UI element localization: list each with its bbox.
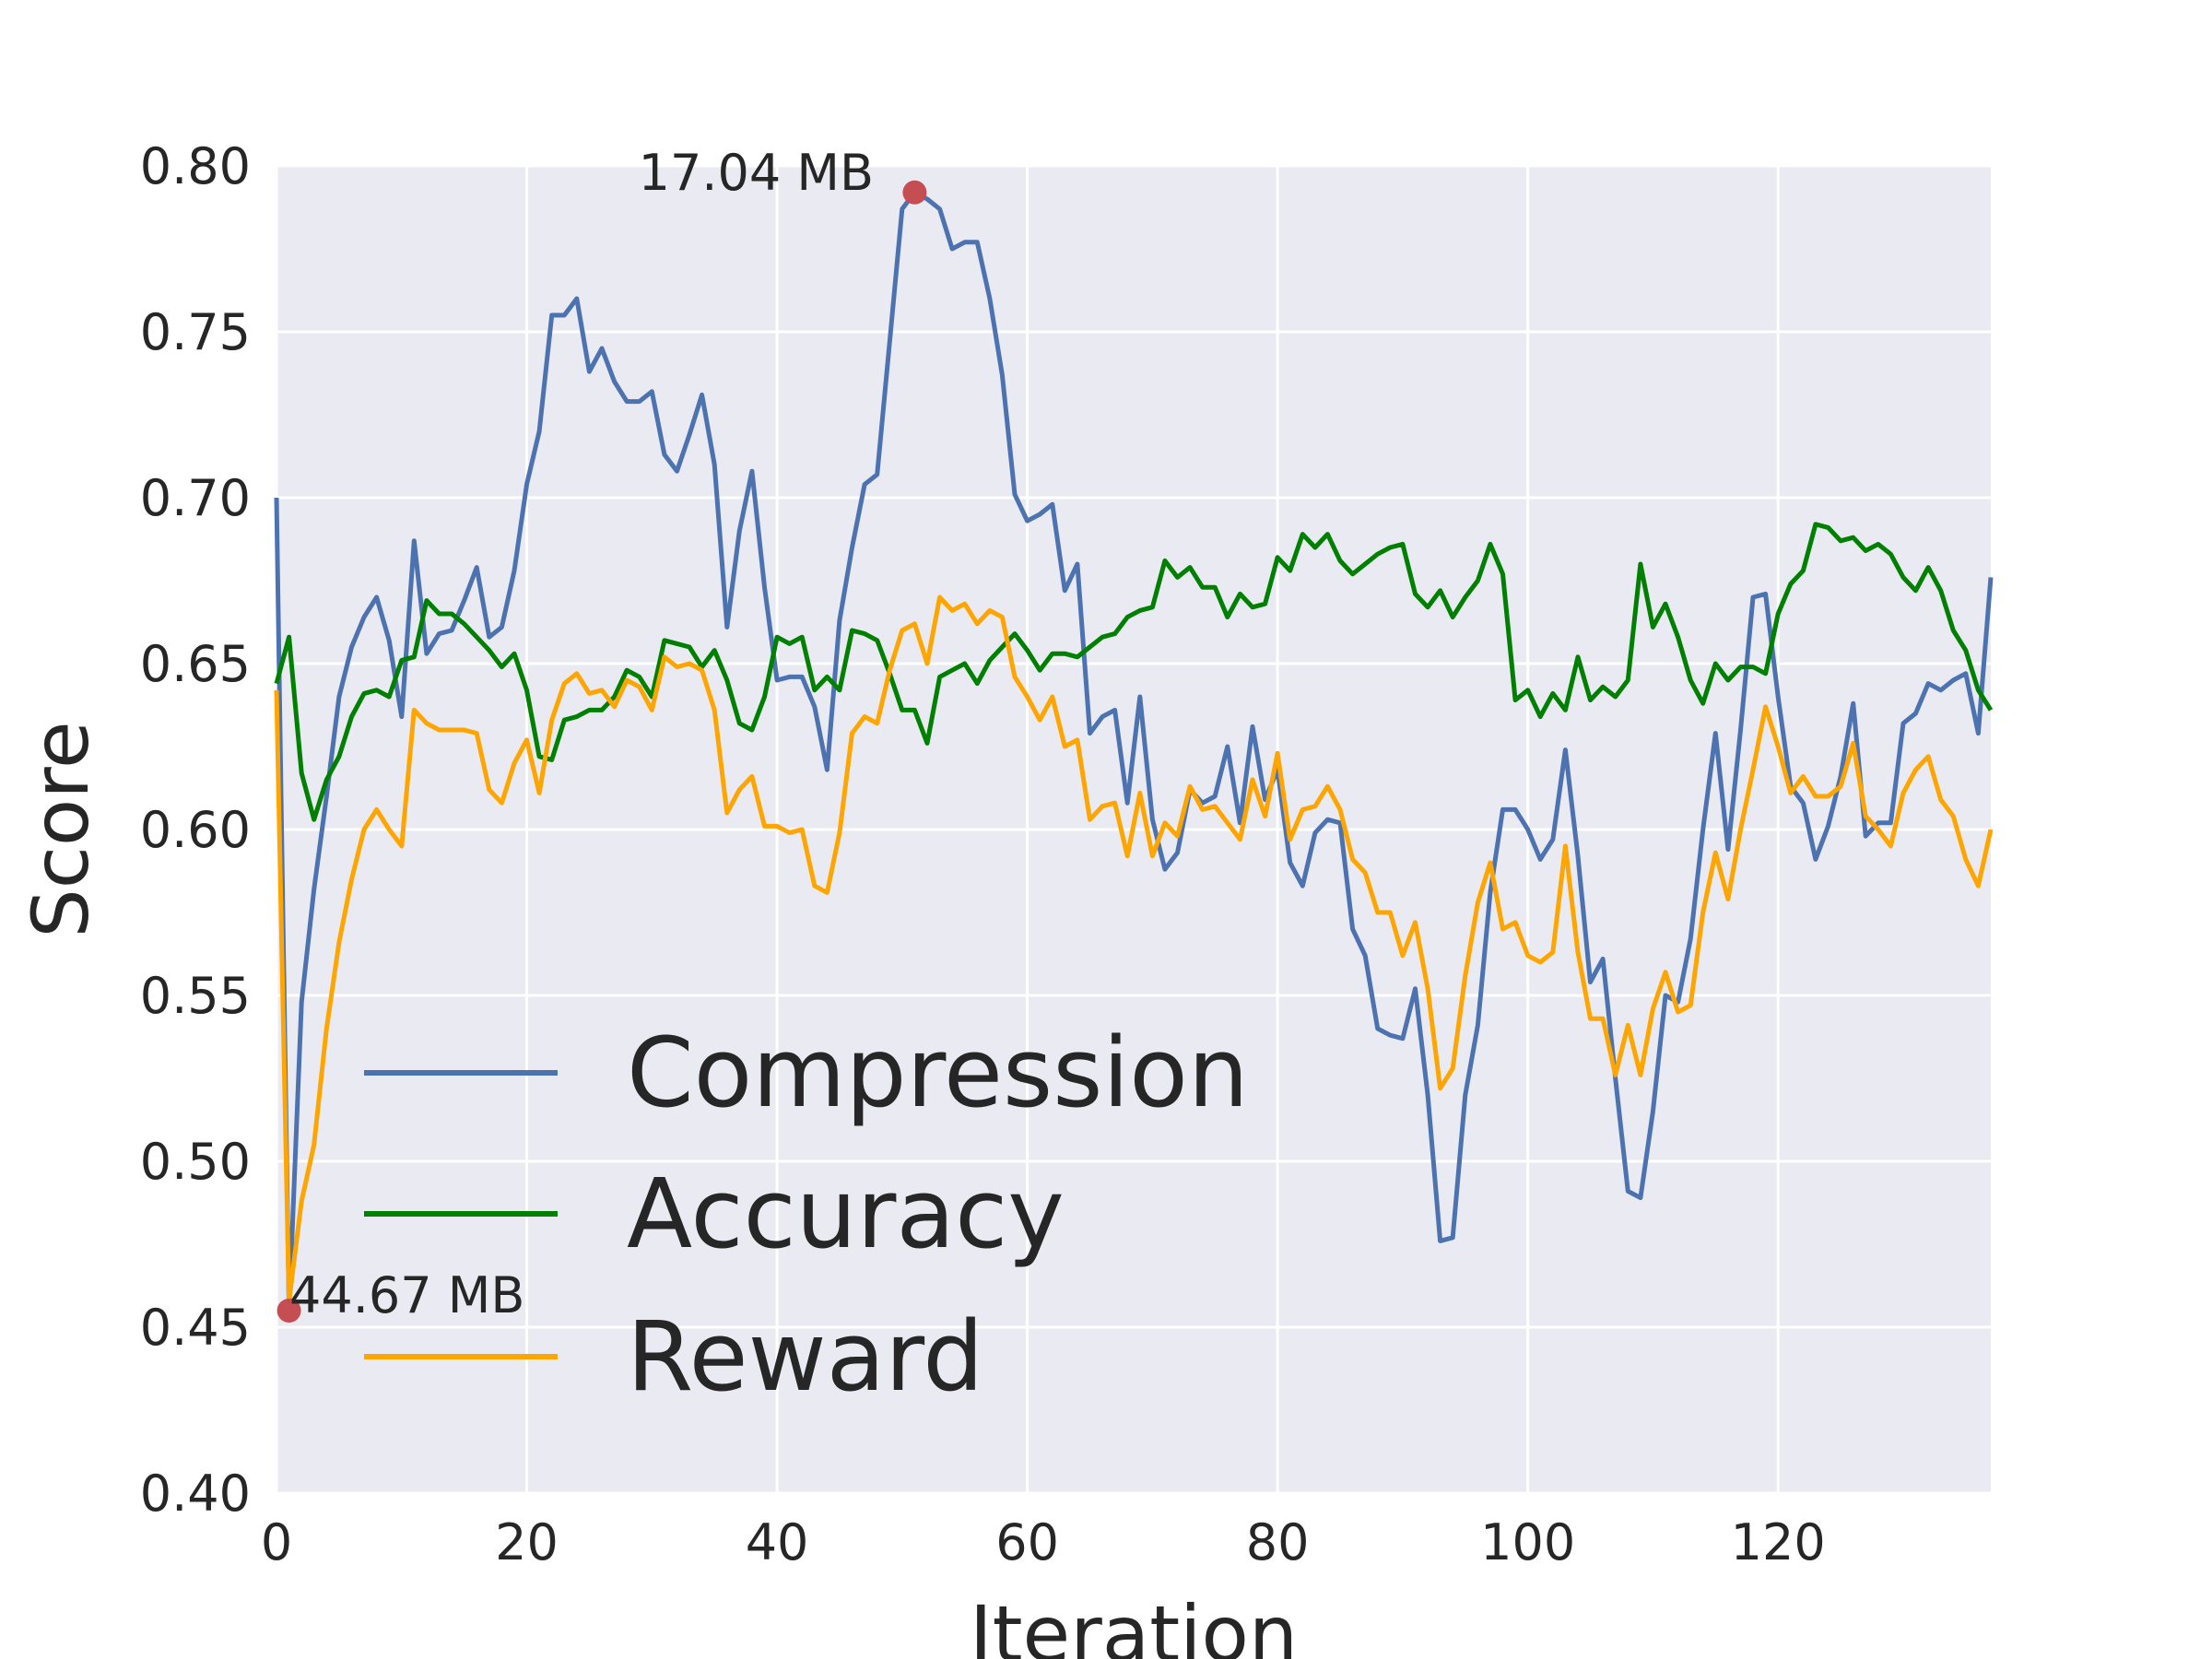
series-line-accuracy — [274, 522, 1994, 822]
annotation-markers — [276, 180, 927, 1323]
legend-label-accuracy: Accuracy — [627, 1158, 1065, 1270]
y-tick-label: 0.75 — [140, 303, 251, 361]
annotation-marker-max — [902, 180, 927, 205]
y-tick-label: 0.50 — [140, 1133, 251, 1191]
x-tick-label: 60 — [995, 1513, 1059, 1571]
y-tick-label: 0.55 — [140, 967, 251, 1025]
x-tick-label: 0 — [261, 1513, 292, 1571]
legend-label-compression: Compression — [627, 1017, 1249, 1129]
x-tick-label: 100 — [1480, 1513, 1575, 1571]
annotation-label-min: 44.67 MB — [289, 1266, 524, 1324]
y-tick-label: 0.60 — [140, 801, 251, 859]
x-tick-label: 20 — [495, 1513, 559, 1571]
y-tick-label: 0.70 — [140, 469, 251, 527]
series-lines — [274, 190, 1994, 1313]
annotation-label-max: 17.04 MB — [639, 144, 874, 202]
x-tick-label: 80 — [1246, 1513, 1310, 1571]
grid-lines — [275, 164, 1991, 1495]
legend-label-reward: Reward — [627, 1300, 983, 1413]
y-tick-label: 0.40 — [140, 1465, 251, 1523]
x-tick-label: 40 — [746, 1513, 809, 1571]
y-axis-title: Score — [16, 721, 106, 937]
tick-labels: 0 20 40 60 80 100 120 0.40 0.45 0.50 0.55 0.60 0.65 0… — [140, 137, 1826, 1571]
x-axis-title: Iteration — [970, 1589, 1298, 1659]
y-tick-label: 0.65 — [140, 635, 251, 693]
y-tick-label: 0.80 — [140, 137, 251, 195]
series-line-reward — [274, 594, 1994, 1303]
legend: Compression Accuracy Reward — [364, 1017, 1249, 1413]
x-tick-label: 120 — [1731, 1513, 1826, 1571]
y-tick-label: 0.45 — [140, 1299, 251, 1357]
annotation-marker-min — [276, 1299, 301, 1323]
annotations: 17.04 MB 44.67 MB — [289, 144, 874, 1324]
series-line-compression — [274, 190, 1994, 1313]
